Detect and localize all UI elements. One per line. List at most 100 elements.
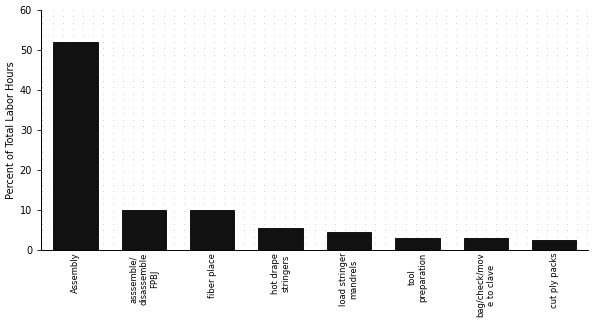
Point <box>582 7 592 12</box>
Point <box>219 241 229 246</box>
Point <box>350 26 360 32</box>
Point <box>260 72 269 77</box>
Point <box>219 52 229 57</box>
Point <box>421 33 431 38</box>
Point <box>270 39 279 45</box>
Point <box>58 39 67 45</box>
Point <box>58 117 67 122</box>
Point <box>108 14 118 19</box>
Point <box>239 189 249 194</box>
Point <box>371 78 380 84</box>
Point <box>522 156 531 162</box>
Point <box>522 169 531 174</box>
Point <box>320 214 330 220</box>
Point <box>330 111 340 116</box>
Point <box>108 234 118 239</box>
Point <box>411 91 421 97</box>
Point <box>582 72 592 77</box>
Point <box>391 150 400 155</box>
Point <box>401 221 410 226</box>
Point <box>209 65 219 70</box>
Point <box>58 65 67 70</box>
Point <box>48 72 58 77</box>
Point <box>472 52 481 57</box>
Point <box>421 39 431 45</box>
Point <box>48 59 58 64</box>
Point <box>552 91 561 97</box>
Point <box>552 52 561 57</box>
Point <box>229 124 239 129</box>
Point <box>310 202 320 207</box>
Point <box>421 208 431 213</box>
Point <box>58 195 67 200</box>
Point <box>441 169 451 174</box>
Point <box>88 208 97 213</box>
Point <box>169 163 178 168</box>
Point <box>249 14 259 19</box>
Point <box>361 59 370 64</box>
Point <box>239 46 249 51</box>
Point <box>108 91 118 97</box>
Point <box>381 46 390 51</box>
Point <box>108 247 118 252</box>
Point <box>582 111 592 116</box>
Point <box>58 247 67 252</box>
Point <box>270 208 279 213</box>
Point <box>290 182 299 187</box>
Point <box>401 117 410 122</box>
Point <box>371 143 380 148</box>
Point <box>431 163 441 168</box>
Point <box>68 20 77 25</box>
Point <box>472 189 481 194</box>
Point <box>199 214 208 220</box>
Point <box>562 98 571 103</box>
Point <box>320 176 330 181</box>
Point <box>280 98 289 103</box>
Point <box>462 65 471 70</box>
Point <box>199 111 208 116</box>
Point <box>229 189 239 194</box>
Point <box>38 7 48 12</box>
Point <box>502 7 511 12</box>
Point <box>441 14 451 19</box>
Point <box>462 91 471 97</box>
Point <box>320 247 330 252</box>
Point <box>421 163 431 168</box>
Point <box>502 189 511 194</box>
Point <box>482 14 491 19</box>
Point <box>431 221 441 226</box>
Point <box>179 26 188 32</box>
Point <box>381 104 390 109</box>
Point <box>209 104 219 109</box>
Point <box>350 117 360 122</box>
Point <box>68 111 77 116</box>
Point <box>209 98 219 103</box>
Point <box>270 143 279 148</box>
Point <box>179 130 188 135</box>
Point <box>260 143 269 148</box>
Point <box>320 137 330 142</box>
Point <box>260 189 269 194</box>
Point <box>128 189 138 194</box>
Point <box>239 176 249 181</box>
Point <box>249 202 259 207</box>
Point <box>431 214 441 220</box>
Point <box>260 14 269 19</box>
Point <box>48 241 58 246</box>
Point <box>340 208 350 213</box>
Point <box>320 65 330 70</box>
Point <box>532 150 541 155</box>
Point <box>502 176 511 181</box>
Point <box>542 143 551 148</box>
Point <box>320 104 330 109</box>
Point <box>330 20 340 25</box>
Point <box>572 124 582 129</box>
Point <box>148 163 158 168</box>
Point <box>189 247 198 252</box>
Point <box>431 65 441 70</box>
Point <box>511 14 521 19</box>
Point <box>522 20 531 25</box>
Point <box>48 104 58 109</box>
Point <box>88 169 97 174</box>
Point <box>108 176 118 181</box>
